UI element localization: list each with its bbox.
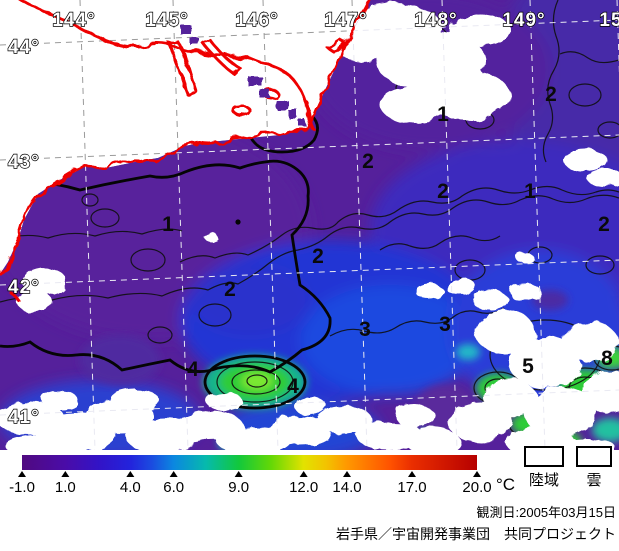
contour-label: 3 [439,313,451,336]
colorbar-tick-label: 17.0 [397,479,426,496]
meridian-line [79,0,96,450]
latitude-label: 43° [8,152,40,173]
colorbar-tick-marker [126,471,135,477]
colorbar-tick-marker [343,471,351,477]
colorbar-ticks: -1.0 1.0 4.0 6.0 9.0 12.0 14.0 17.0 20.0 [9,471,492,496]
colorbar-tick-label: 12.0 [289,479,318,496]
legend-cloud-box [576,446,612,467]
colorbar-tick-marker [299,471,308,477]
parallel-line [0,389,619,416]
legend: 陸域 雲 [524,446,612,489]
colorbar-tick-label: 4.0 [120,479,141,496]
contour-label: 3 [359,318,371,341]
legend-land-box [524,446,564,467]
meridian-line [262,0,279,450]
longitude-label: 146° [235,10,278,31]
colorbar-tick-marker [234,471,243,477]
contour-label: 5 [522,355,534,378]
colorbar-tick-label: 20.0 [462,479,491,496]
contour-label: 2 [437,180,449,203]
contour-label: 1 [162,213,174,236]
longitude-label: 145° [145,10,188,31]
contour-label: 2 [545,83,557,106]
meridian-line [172,0,189,450]
project-credit: 岩手県／宇宙開発事業団 共同プロジェクト [336,526,616,542]
contour-label: 4 [287,375,299,398]
colorbar-tick-label: 9.0 [228,479,249,496]
cloud-patches [0,3,619,450]
temperature-colorbar [22,455,477,470]
meridian-line [529,0,546,450]
longitude-label: 15 [599,10,619,31]
colorbar-tick-label: 14.0 [332,479,361,496]
contour-label: 1 [437,103,449,126]
meridian-line [441,0,458,450]
longitude-label: 144° [52,10,95,31]
longitude-label: 147° [324,10,367,31]
colorbar-tick-marker [473,471,481,477]
contour-label: 2 [224,278,236,301]
contour-label: 8 [601,347,613,370]
parallel-line [0,259,619,286]
colorbar-tick-label: 6.0 [163,479,184,496]
colorbar-tick-label: -1.0 [9,479,35,496]
colorbar-tick-marker [169,471,178,477]
colorbar-tick-marker [61,471,70,477]
contour-label: 1 [524,180,536,203]
contour-label: 2 [362,150,374,173]
contour-label: 2 [598,213,610,236]
contour-label: 2 [312,245,324,268]
legend-land-label: 陸域 [529,472,559,489]
meridian-line [351,0,368,450]
latitude-label: 41° [8,407,40,428]
observation-date: 観測日:2005年03月15日 [477,505,616,520]
longitude-label: 148° [414,10,457,31]
colorbar-tick-marker [18,471,26,477]
longitude-label: 149° [502,10,545,31]
legend-cloud-label: 雲 [586,472,601,489]
latitude-label: 44° [8,37,40,58]
colorbar-tick-marker [408,471,416,477]
land-speckles [180,25,306,126]
colorbar-unit: °C [496,475,515,494]
latitude-label: 42° [8,277,40,298]
colorbar-tick-label: 1.0 [55,479,76,496]
contour-value-labels: 1 1 1 2 2 2 2 2 2 3 3 4 4 5 8 [162,83,613,398]
ocean-region [0,0,619,450]
contour-label: 4 [187,358,199,381]
